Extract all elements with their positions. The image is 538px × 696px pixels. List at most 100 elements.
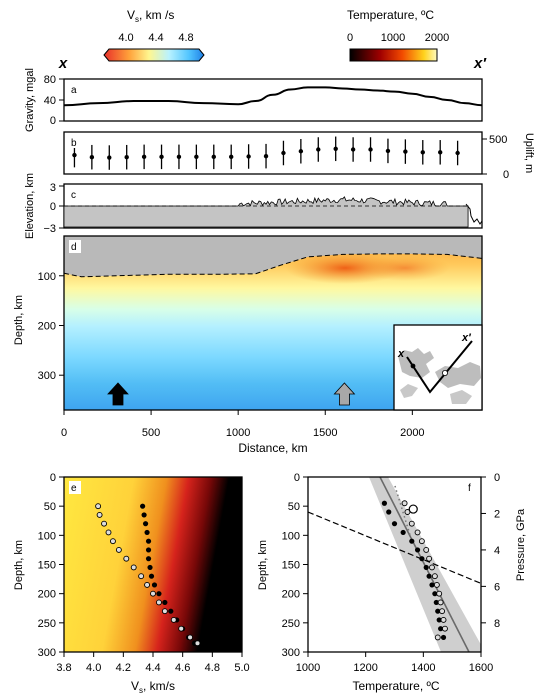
inset-label-xprime: x′ [461,332,472,344]
uplift-point [263,153,269,159]
temp-tick-2: 1000 [381,32,405,44]
panel-e-ytick-label: 50 [44,501,56,513]
panel-f-ytick-label: 250 [282,618,300,630]
black-arrow [107,382,129,406]
panel-f-ytick-label: 150 [282,560,300,572]
vs-open-point [96,511,103,518]
panel-f: f 1000 1200 1400 1600 0 50 100 150 200 250 300 0 2 4 6… [257,472,527,693]
panel-e-ytick-label: 250 [38,618,56,630]
panel-b: b 500 0 Uplift, m [63,131,535,181]
panel-e-xtick-label: 4.2 [116,662,131,674]
gravity-line [63,86,483,107]
temp-filled-point [432,591,438,597]
panel-f-letter: f [468,483,471,494]
vs-filled-point [141,512,147,518]
panel-e-xtick-label: 5.0 [234,662,249,674]
temp-open-point [429,564,435,571]
temp-open-point [439,608,446,615]
panel-f-ptick-label: 8 [494,618,500,630]
uplift-point [211,154,216,160]
panel-b-frame [63,131,483,175]
uplift-point [316,147,321,152]
vs-filled-point [148,573,155,579]
panel-f-ytick-label: 50 [288,501,300,513]
vs-open-point [187,634,194,641]
uplift-point [229,154,234,160]
panel-f-ytick-label: 0 [294,472,300,484]
temp-filled-point [433,599,439,606]
vs-tick-2: 4.4 [148,32,163,44]
panel-e-xtick-label: 4.0 [86,662,101,674]
vs-open-point [95,503,102,510]
panel-c-ytick-m3: −3 [43,223,56,235]
panel-a: a Gravity, mgal 0 40 80 [24,68,483,132]
temp-filled-point [414,547,421,553]
panel-a-ytick-80: 80 [44,74,56,86]
uplift-point [141,154,147,160]
panel-d-ylabel: Depth, km [13,295,25,345]
vs-filled-point [145,556,152,562]
panel-a-ytick-0: 0 [50,115,56,127]
panel-a-letter: a [71,85,77,96]
panel-a-ylabel: Gravity, mgal [24,68,36,132]
panel-b-ytick-0: 0 [503,169,509,181]
lithosphere-fill [64,236,482,277]
panel-f-xlabel: Temperature, ºC [352,679,439,693]
panel-e-points [95,503,201,647]
panel-e-xtick-label: 4.8 [205,662,220,674]
uplift-point [368,147,373,152]
inset-profile-line [406,340,473,394]
temperature-colorbar-fill [349,48,438,62]
panel-d: d 0 500 1000 1500 2000 100 200 300 Distance, k… [13,235,483,455]
temp-filled-point [391,521,398,527]
panel-f-ptick-label: 4 [494,545,500,557]
temp-filled-point [429,582,435,588]
panel-e-letter-box [69,481,81,494]
uplift-point [385,148,391,154]
vs-open-point [138,573,145,580]
uplift-point [159,154,164,160]
vs-open-point [144,581,151,588]
panel-e-xtick-label: 4.4 [145,662,160,674]
temp-filled-point [409,538,415,544]
lab-dashed-line [64,253,482,278]
profile-start-label: x [58,55,68,72]
uplift-point [438,150,443,155]
inset-point-dot [441,369,448,376]
uplift-point [455,150,460,156]
panel-c-ylabel: Elevation, km [24,173,36,239]
adiabat-line [379,477,470,652]
panel-d-ytick-label: 300 [38,370,56,382]
uplift-marks [72,136,460,170]
uplift-point [403,149,408,154]
panel-d-xtick-label: 500 [142,427,160,439]
panel-f-xtick-label: 1400 [411,662,435,674]
temp-filled-point [438,626,444,632]
uplift-point [72,152,77,158]
panel-c-letter: c [71,190,76,201]
hot-anomaly-2 [360,255,450,281]
uplift-point [420,150,425,155]
temp-open-point [418,538,425,545]
panel-b-ylabel: Uplift, m [523,133,535,173]
panel-f-xtick-label: 1200 [353,662,377,674]
inset-label-x: x [397,348,405,360]
panel-d-xtick-label: 0 [61,427,67,439]
panel-d-xtick-label: 1000 [226,427,250,439]
temp-open-point [433,581,440,588]
inset-land-1 [398,348,434,378]
panel-d-ytick-label: 200 [38,320,56,332]
uplift-point [89,155,95,160]
vs-open-point [123,555,130,562]
temp-open-point [401,500,408,507]
panel-f-ytick-label: 200 [282,589,300,601]
grey-arrow [333,382,356,406]
temp-tick-3: 2000 [425,32,449,44]
panel-c-ticks [59,185,64,229]
temp-open-point [423,546,430,553]
panel-f-axes: 1000 1200 1400 1600 0 50 100 150 200 250 300 0 2 4 6 8 [282,472,500,674]
panel-f-points [381,500,448,641]
temperature-colorbar-label: Temperature, ºC [347,8,434,22]
panel-e-background [64,477,242,652]
